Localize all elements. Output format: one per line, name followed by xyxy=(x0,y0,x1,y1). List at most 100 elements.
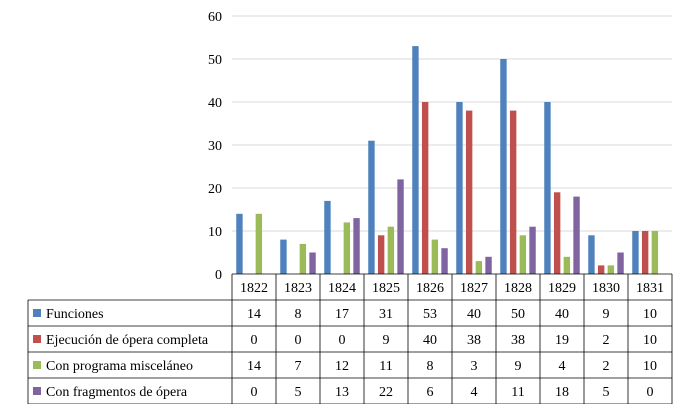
x-tick-label: 1823 xyxy=(284,281,312,296)
bar xyxy=(280,239,287,274)
table-value: 38 xyxy=(511,333,525,348)
table-value: 40 xyxy=(555,307,569,322)
table-value: 11 xyxy=(511,385,524,400)
table-value: 22 xyxy=(379,385,393,400)
table-value: 0 xyxy=(251,333,258,348)
table-value: 38 xyxy=(467,333,481,348)
data-table: 1822 1823 18 2 4 1825 1826 1827 1828 1829 1830 1831… xyxy=(27,273,673,404)
table-value: 40 xyxy=(423,333,437,348)
bar xyxy=(588,235,595,274)
bar xyxy=(519,235,527,274)
table-value: 50 xyxy=(511,307,525,322)
bar xyxy=(309,252,316,274)
y-tick-label: 50 xyxy=(208,53,222,68)
gridlines xyxy=(232,15,672,232)
bar xyxy=(475,261,483,274)
table-value: 8 xyxy=(427,359,434,374)
x-tick-label: 1831 xyxy=(636,281,664,296)
bar xyxy=(465,110,473,274)
legend-entry: Con fragmentos de ópera xyxy=(46,385,188,400)
bar xyxy=(353,218,360,274)
bar xyxy=(632,231,639,274)
y-tick-label: 60 xyxy=(208,10,222,25)
bar xyxy=(368,140,375,274)
x-tick-label: 1822 xyxy=(240,281,268,296)
table-value: 6 xyxy=(427,385,434,400)
table-value: 5 xyxy=(603,385,610,400)
bar xyxy=(324,200,331,274)
table-value: 13 xyxy=(335,385,349,400)
legend-key xyxy=(33,335,41,343)
table-value: 2 xyxy=(603,333,610,348)
bar xyxy=(617,252,624,274)
table-value: 53 xyxy=(423,307,437,322)
bar xyxy=(377,235,385,274)
x-tick-label: 1826 xyxy=(416,281,444,296)
bar xyxy=(553,192,561,274)
x-tick-label: 1825 xyxy=(372,281,400,296)
table-value: 10 xyxy=(643,333,657,348)
bar xyxy=(529,226,536,274)
bar xyxy=(597,265,605,274)
legend-key xyxy=(33,387,41,395)
table-value: 5 xyxy=(295,385,302,400)
table-value: 0 xyxy=(647,385,654,400)
table-value: 18 xyxy=(555,385,569,400)
y-tick-label: 30 xyxy=(208,139,222,154)
legend-key xyxy=(33,309,41,317)
table-value: 0 xyxy=(339,333,346,348)
y-tick-label: 20 xyxy=(208,182,222,197)
table-value: 10 xyxy=(643,307,657,322)
table-value: 9 xyxy=(515,359,522,374)
y-tick-label: 10 xyxy=(208,225,222,240)
bar xyxy=(397,179,404,274)
table-value: 17 xyxy=(335,307,349,322)
table-value: 14 xyxy=(247,307,261,322)
bar xyxy=(641,231,649,274)
bar xyxy=(343,222,351,274)
table-value: 19 xyxy=(555,333,569,348)
bar xyxy=(387,226,395,274)
y-axis-tick-labels: 0 10 20 30 40 50 60 xyxy=(208,10,222,283)
bar xyxy=(412,46,419,274)
bar xyxy=(236,213,243,274)
table-value: 40 xyxy=(467,307,481,322)
table-value: 3 xyxy=(471,359,478,374)
table-value: 9 xyxy=(383,333,390,348)
table-value: 0 xyxy=(251,385,258,400)
table-value: 4 xyxy=(471,385,478,400)
table-value: 2 xyxy=(603,359,610,374)
x-tick-label: 1830 xyxy=(592,281,620,296)
bar xyxy=(299,243,307,274)
bar xyxy=(607,265,615,274)
bar xyxy=(441,248,448,274)
x-tick-label: 1828 xyxy=(504,281,532,296)
table-value: 0 xyxy=(295,333,302,348)
bar xyxy=(651,231,659,274)
bar xyxy=(573,196,580,274)
table-value: 8 xyxy=(295,307,302,322)
bar xyxy=(431,239,439,274)
bar xyxy=(509,110,517,274)
bar xyxy=(456,102,463,274)
table-value: 9 xyxy=(603,307,610,322)
legend-key xyxy=(33,361,41,369)
table-value: 7 xyxy=(295,359,302,374)
y-tick-label: 40 xyxy=(208,96,222,111)
table-value: 14 xyxy=(247,359,261,374)
bar xyxy=(544,102,551,274)
bar xyxy=(500,59,507,274)
legend-entry: Funciones xyxy=(46,307,104,322)
table-value: 4 xyxy=(559,359,566,374)
table-value: 11 xyxy=(379,359,392,374)
bar xyxy=(421,102,429,274)
table-value: 12 xyxy=(335,359,349,374)
legend-entry: Con programa misceláneo xyxy=(46,359,193,374)
x-tick-label: 1827 xyxy=(460,281,488,296)
table-value: 10 xyxy=(643,359,657,374)
y-tick-label: 0 xyxy=(215,268,222,283)
bar xyxy=(563,256,571,274)
bar xyxy=(255,213,263,274)
x-tick-label: 1829 xyxy=(548,281,576,296)
